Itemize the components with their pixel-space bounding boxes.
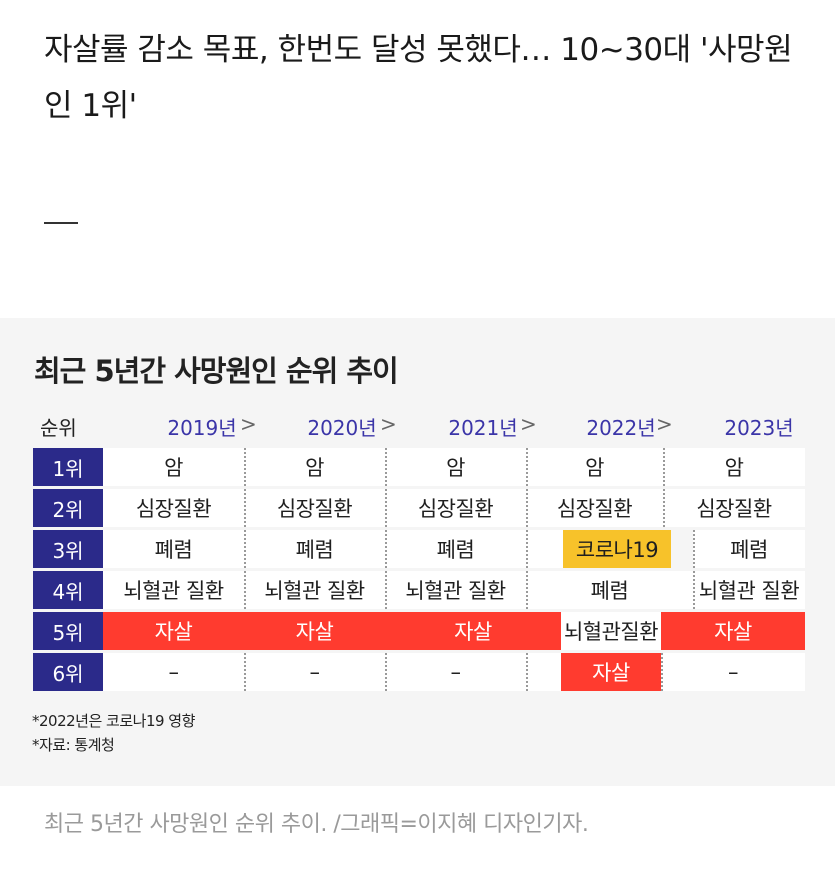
table-cell: 심장질환 [244, 489, 385, 527]
rank-label: 5위 [33, 612, 103, 650]
table-cell: 뇌혈관 질환 [385, 571, 526, 609]
rank-label: 4위 [33, 571, 103, 609]
table-cell: 뇌혈관질환 [561, 612, 661, 650]
rank-label: 2위 [33, 489, 103, 527]
suicide-cell: 자살 [454, 620, 492, 644]
column-separator [663, 448, 665, 486]
table-cell-pad [526, 653, 561, 691]
divider-dash [44, 222, 78, 224]
rank-label: 1위 [33, 448, 103, 486]
table-cell: – [661, 653, 805, 691]
column-separator [526, 653, 528, 691]
rank-label: 6위 [33, 653, 103, 691]
suicide-cell: 자살 [154, 620, 193, 644]
year-header-2023: 2023년 [724, 416, 794, 440]
table-cell: 폐렴 [693, 530, 805, 568]
table-cell: 심장질환 [103, 489, 244, 527]
table-cell: 폐렴 [385, 530, 526, 568]
column-separator [385, 448, 387, 486]
covid-highlight-cell: 코로나19 [563, 530, 671, 568]
infographic: 최근 5년간 사망원인 순위 추이 순위 2019년 > 2020년 > 202… [0, 318, 835, 786]
table-header-row: 순위 2019년 > 2020년 > 2021년 > 2022년 > 2023년 [30, 408, 810, 444]
arrow-icon: > [240, 412, 257, 436]
column-separator [244, 530, 246, 568]
table-cell: 심장질환 [663, 489, 805, 527]
column-separator [526, 530, 528, 568]
table-cell: 심장질환 [385, 489, 526, 527]
table-cell: – [103, 653, 244, 691]
table-cell: 암 [244, 448, 385, 486]
column-separator [526, 571, 528, 609]
table-cell: – [244, 653, 385, 691]
table-cell: 뇌혈관 질환 [244, 571, 385, 609]
column-separator [693, 571, 695, 609]
column-separator [663, 489, 665, 527]
column-separator [526, 448, 528, 486]
infographic-title: 최근 5년간 사망원인 순위 추이 [34, 354, 399, 388]
table-cell-pad [526, 530, 563, 568]
arrow-icon: > [380, 412, 397, 436]
table-row: 1위 암 암 암 암 암 [33, 448, 805, 489]
rank-column-header: 순위 [40, 416, 77, 440]
suicide-cell: 자살 [295, 620, 334, 644]
table-row: 5위 자살 자살 자살 뇌혈관질환 자살 [33, 612, 805, 653]
footnote-source: *자료: 통계청 [32, 736, 115, 754]
year-header-2019: 2019년 [167, 416, 237, 440]
rank-label: 3위 [33, 530, 103, 568]
table-row: 6위 – – – 자살 – [33, 653, 805, 694]
table-cell: 뇌혈관 질환 [693, 571, 805, 609]
table-row: 3위 폐렴 폐렴 폐렴 코로나19 폐렴 [33, 530, 805, 571]
column-separator [661, 653, 663, 691]
table-cell: 뇌혈관 질환 [103, 571, 244, 609]
table-cell: 폐렴 [526, 571, 693, 609]
year-header-2022: 2022년 [586, 416, 656, 440]
column-separator [693, 530, 695, 568]
table-row: 2위 심장질환 심장질환 심장질환 심장질환 심장질환 [33, 489, 805, 530]
arrow-icon: > [656, 412, 673, 436]
arrow-icon: > [520, 412, 537, 436]
column-separator [385, 571, 387, 609]
image-caption: 최근 5년간 사망원인 순위 추이. /그래픽=이지혜 디자인기자. [44, 812, 589, 837]
column-separator [244, 571, 246, 609]
table-cell: 심장질환 [526, 489, 663, 527]
column-separator [385, 653, 387, 691]
column-separator [526, 489, 528, 527]
table-cell: 암 [385, 448, 526, 486]
suicide-cell: 자살 [661, 612, 805, 650]
table-cell: 암 [526, 448, 663, 486]
table-cell: 암 [663, 448, 805, 486]
footnote-covid: *2022년은 코로나19 영향 [32, 712, 195, 730]
column-separator [244, 489, 246, 527]
table-row: 4위 뇌혈관 질환 뇌혈관 질환 뇌혈관 질환 폐렴 뇌혈관 질환 [33, 571, 805, 612]
year-header-2021: 2021년 [448, 416, 518, 440]
article-headline: 자살률 감소 목표, 한번도 달성 못했다… 10~30대 '사망원인 1위' [44, 32, 793, 124]
suicide-highlight-band [103, 612, 561, 650]
table-cell: – [385, 653, 526, 691]
column-separator [244, 653, 246, 691]
suicide-cell: 자살 [561, 653, 661, 691]
column-separator [385, 530, 387, 568]
table-cell: 폐렴 [103, 530, 244, 568]
column-separator [244, 448, 246, 486]
column-separator [385, 489, 387, 527]
year-header-2020: 2020년 [307, 416, 377, 440]
table-cell: 폐렴 [244, 530, 385, 568]
table-cell: 암 [103, 448, 244, 486]
